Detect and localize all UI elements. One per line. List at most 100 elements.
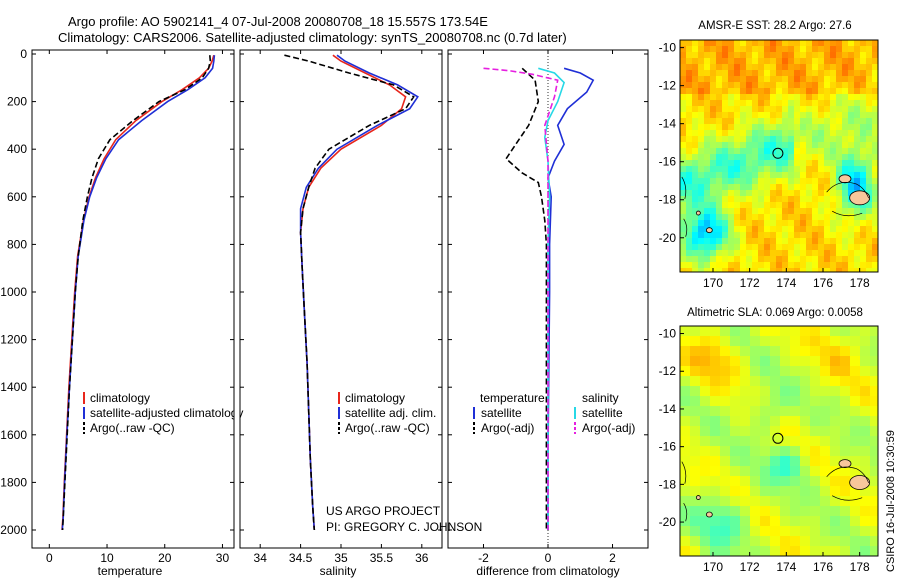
- map-cell: [758, 124, 765, 131]
- map-cell: [740, 396, 751, 407]
- map-cell: [680, 130, 687, 137]
- map-cell: [680, 536, 691, 547]
- map-cell: [758, 160, 765, 167]
- map-cell: [830, 196, 837, 203]
- map-cell: [782, 220, 789, 227]
- map-cell: [680, 100, 687, 107]
- map-cell: [750, 346, 761, 357]
- map-cell: [842, 106, 849, 113]
- map-cell: [720, 516, 731, 527]
- map-cell: [698, 202, 705, 209]
- map-cell: [824, 244, 831, 251]
- map-cell: [764, 70, 771, 77]
- map-cell: [812, 250, 819, 257]
- map-cell: [854, 250, 861, 257]
- map-cell: [800, 476, 811, 487]
- map-cell: [730, 476, 741, 487]
- map-cell: [836, 70, 843, 77]
- map-cell: [800, 118, 807, 125]
- map-cell: [680, 446, 691, 457]
- map-cell: [780, 486, 791, 497]
- map-cell: [842, 196, 849, 203]
- map-cell: [850, 446, 861, 457]
- map-cell: [866, 208, 873, 215]
- map-cell: [872, 178, 879, 185]
- map-cell: [686, 82, 693, 89]
- map-cell: [680, 220, 687, 227]
- map-cell: [800, 214, 807, 221]
- map-cell: [806, 178, 813, 185]
- map-cell: [734, 178, 741, 185]
- map-cell: [746, 46, 753, 53]
- temperature-xlabel: temperature: [98, 564, 163, 578]
- map-cell: [764, 196, 771, 203]
- map-cell: [760, 426, 771, 437]
- map-cell: [830, 52, 837, 59]
- map-cell: [730, 336, 741, 347]
- map-cell: [698, 172, 705, 179]
- map-cell: [850, 436, 861, 447]
- map-cell: [820, 436, 831, 447]
- map-cell: [860, 118, 867, 125]
- map-cell: [758, 238, 765, 245]
- map-cell: [680, 546, 691, 557]
- map-cell: [794, 148, 801, 155]
- map-cell: [680, 396, 691, 407]
- map-cell: [770, 326, 781, 337]
- map-cell: [770, 64, 777, 71]
- map-cell: [730, 536, 741, 547]
- map-cell: [824, 136, 831, 143]
- map-cell: [830, 516, 841, 527]
- map-cell: [860, 70, 867, 77]
- map-cell: [680, 58, 687, 65]
- map-cell: [800, 356, 811, 367]
- map-cell: [722, 46, 729, 53]
- map-cell: [710, 366, 721, 377]
- map-cell: [690, 496, 701, 507]
- x-tick-label: 20: [158, 551, 172, 565]
- sla-map-frame: [679, 325, 879, 557]
- map-cell: [692, 262, 699, 269]
- map-cell: [734, 106, 741, 113]
- map-cell: [734, 142, 741, 149]
- map-x-tick-label: 176: [813, 276, 833, 290]
- map-cell: [812, 112, 819, 119]
- map-cell: [842, 154, 849, 161]
- map-cell: [806, 268, 813, 273]
- map-cell: [704, 94, 711, 101]
- map-cell: [764, 190, 771, 197]
- map-cell: [818, 124, 825, 131]
- map-cell: [760, 336, 771, 347]
- map-cell: [800, 142, 807, 149]
- map-cell: [840, 496, 851, 507]
- map-cell: [860, 232, 867, 239]
- map-cell: [704, 214, 711, 221]
- map-cell: [860, 130, 867, 137]
- map-cell: [700, 546, 711, 557]
- map-cell: [848, 88, 855, 95]
- map-cell: [782, 118, 789, 125]
- map-cell: [770, 244, 777, 251]
- map-cell: [710, 70, 717, 77]
- map-cell: [812, 82, 819, 89]
- map-cell: [770, 178, 777, 185]
- map-cell: [734, 202, 741, 209]
- map-cell: [824, 196, 831, 203]
- map-cell: [836, 268, 843, 273]
- map-cell: [840, 506, 851, 517]
- map-cell: [752, 94, 759, 101]
- map-cell: [810, 416, 821, 427]
- map-cell: [782, 232, 789, 239]
- map-cell: [872, 154, 879, 161]
- map-cell: [752, 124, 759, 131]
- map-cell: [820, 456, 831, 467]
- map-cell: [866, 172, 873, 179]
- map-cell: [872, 52, 879, 59]
- map-cell: [812, 46, 819, 53]
- map-cell: [758, 220, 765, 227]
- map-y-tick-label: -18: [659, 477, 677, 491]
- map-cell: [692, 148, 699, 155]
- map-cell: [758, 226, 765, 233]
- map-cell: [698, 238, 705, 245]
- map-cell: [720, 346, 731, 357]
